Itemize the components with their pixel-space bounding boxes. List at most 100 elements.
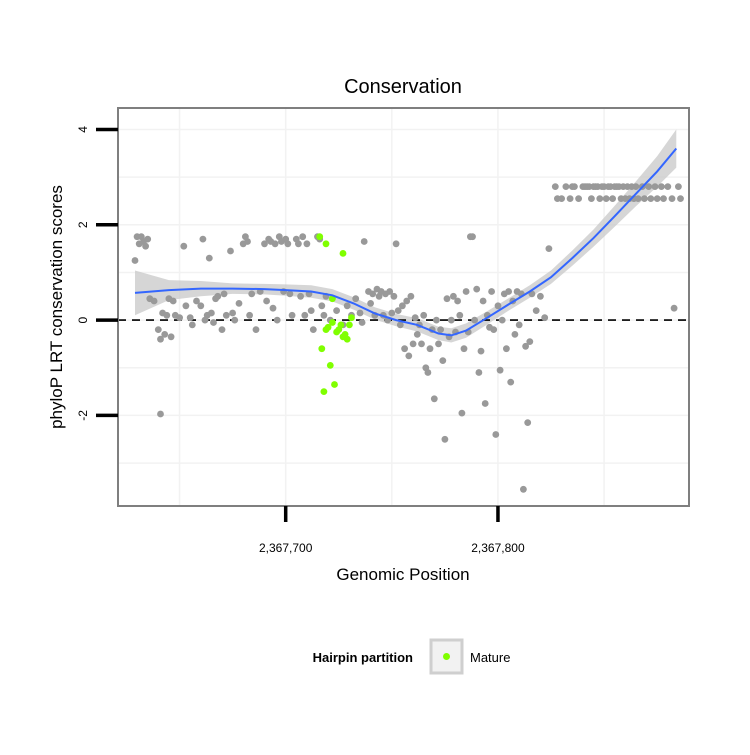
data-point [161,331,169,338]
data-point [390,292,398,300]
smooth-line [134,147,678,337]
data-point [163,311,171,319]
y-tick-label: 2 [76,221,90,228]
data-point [356,309,364,317]
data-point [541,314,549,322]
data-point-mature [348,314,355,322]
data-point [490,326,498,333]
data-point [437,326,444,333]
data-point [248,290,256,298]
data-point [405,352,413,360]
data-point [443,295,451,303]
data-point [596,195,604,203]
data-point-mature [320,388,328,395]
smooth-trend-line [134,147,678,337]
data-point [496,366,504,374]
panel-border-rect [117,107,690,507]
data-point [677,195,684,203]
data-point [214,292,222,300]
data-point-mature [331,381,338,388]
data-point [409,340,417,348]
data-point [566,195,574,203]
data-point [284,240,292,248]
data-point [386,288,394,295]
data-point [494,302,502,310]
data-point [433,316,440,324]
data-point [515,321,523,329]
data-point [193,297,200,305]
data-point [488,288,495,295]
data-point [144,235,152,243]
data-point [413,331,421,338]
data-point [575,195,582,203]
data-point [511,331,519,338]
data-point [670,304,678,312]
data-point [309,326,317,333]
data-point [522,342,529,350]
data-point [458,409,466,417]
y-axis: -2 0 2 4 [76,126,118,421]
data-point [299,233,307,241]
data-point [524,419,532,426]
data-point [261,240,268,248]
data-point [271,240,279,248]
x-axis: 2,367,700 2,367,800 [259,506,525,555]
legend-key-mature-dot [443,653,450,660]
data-point [399,302,406,310]
data-point [358,319,366,326]
x-axis-title: Genomic Position [336,565,469,584]
data-point [263,297,270,305]
data-point-mature [339,333,347,341]
data-point [503,345,510,353]
data-point [477,347,485,355]
data-point [394,307,402,314]
data-point [645,183,653,191]
data-point [388,309,396,317]
data-point [218,326,226,333]
data-point [660,195,667,203]
data-point [210,319,217,326]
data-point [186,314,194,322]
y-tick-label: 4 [76,126,90,133]
data-points [131,183,684,493]
data-point-mature [322,240,330,248]
data-point [396,321,404,329]
data-point [286,290,294,298]
data-point [537,292,544,300]
data-point [447,316,455,324]
data-point [227,247,234,255]
data-point [301,311,309,319]
data-point [653,195,661,203]
y-tick-label: 0 [76,316,90,323]
data-point [675,183,682,191]
data-point [169,297,177,305]
data-point [420,311,428,319]
data-point [664,183,672,191]
data-point [273,316,281,324]
panel-border [117,107,690,507]
data-point-mature [324,323,332,331]
data-point [352,295,360,303]
y-axis-title: phyloP LRT conservation scores [47,185,66,429]
data-point [142,242,150,250]
data-point [318,302,326,310]
data-point [131,257,139,264]
data-point [439,357,447,364]
data-point [235,300,243,307]
data-point [647,195,655,203]
data-point [197,302,205,310]
legend-title: Hairpin partition [313,650,413,665]
data-point [154,326,162,333]
data-point [475,369,483,376]
y-tick-label: -2 [76,410,90,421]
data-point [492,431,500,438]
data-point [307,307,315,314]
x-tick-label: 2,367,800 [471,541,525,555]
data-point [167,333,175,341]
chart-title: Conservation [344,76,462,98]
legend-entry-mature: Mature [470,650,510,665]
data-point [157,335,164,343]
data-point [609,195,616,203]
data-point [205,254,213,262]
data-point [460,345,468,353]
